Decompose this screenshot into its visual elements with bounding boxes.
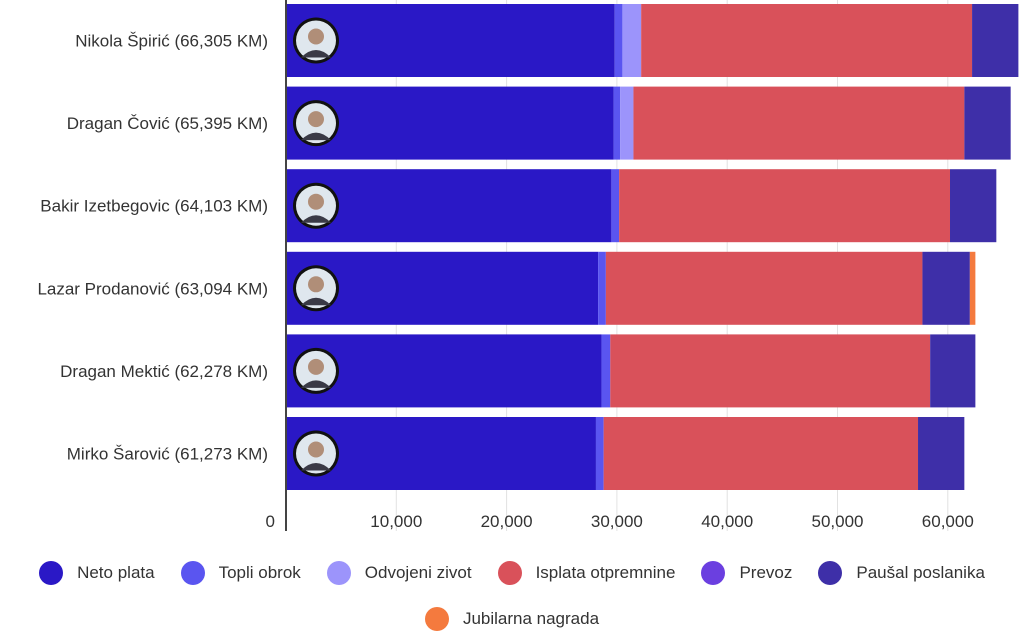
avatar-body-2	[301, 215, 331, 223]
legend-item-0[interactable]: Neto plata	[39, 560, 155, 586]
bar-segment-3-1	[598, 251, 606, 325]
bar-segment-3-6	[969, 251, 976, 325]
bar-segment-2-3	[619, 169, 951, 243]
bar-segment-1-1	[613, 86, 621, 160]
avatar-0	[293, 17, 339, 64]
legend-item-3[interactable]: Isplata otpremnine	[497, 560, 676, 586]
legend-label-5: Paušal poslanika	[856, 563, 985, 582]
legend-swatch-6	[424, 607, 449, 631]
stacked-bar-chart: Nikola Špirić (66,305 KM) Dragan Čović (6…	[37, 0, 1019, 531]
bar-segment-2-5	[950, 169, 997, 243]
x-tick-label-1: 10,000	[370, 512, 422, 531]
legend-label-2: Odvojeni zivot	[364, 563, 472, 582]
legend-label-1: Topli obrok	[218, 563, 301, 582]
legend-item-5[interactable]: Paušal poslanika	[818, 560, 985, 586]
bar-segment-4-3	[610, 334, 931, 408]
bar-segment-4-1	[601, 334, 611, 408]
x-axis-tick-labels: 0 10,000 20,000 30,000 40,000 50,000 60,000	[266, 512, 974, 531]
bar-segment-2-1	[611, 169, 620, 243]
bar-segment-5-1	[595, 417, 604, 490]
legend-swatch-4	[701, 561, 726, 585]
avatar-body-5	[301, 463, 331, 471]
avatar-head-0	[308, 28, 324, 45]
bar-segment-0-3	[641, 4, 973, 77]
category-labels: Nikola Špirić (66,305 KM) Dragan Čović (6…	[37, 32, 268, 464]
avatar-4	[293, 347, 339, 394]
avatar-3	[293, 265, 339, 312]
bar-segment-0-2	[622, 4, 642, 77]
avatar-body-0	[301, 50, 331, 58]
avatar-head-2	[308, 193, 324, 210]
bar-segment-1-0	[286, 86, 614, 160]
avatar-body-1	[301, 132, 331, 141]
avatar-head-1	[308, 111, 324, 128]
legend-item-6[interactable]: Jubilarna nagrada	[424, 606, 600, 632]
bar-segment-0-1	[614, 4, 623, 77]
legend-swatch-0	[39, 561, 64, 585]
avatar-body-4	[301, 380, 331, 388]
avatar-head-3	[308, 276, 324, 293]
avatar-body-3	[301, 297, 331, 306]
category-label-1: Dragan Čović (65,395 KM)	[67, 114, 268, 133]
legend-label-0: Neto plata	[77, 563, 155, 582]
legend: Neto plata Topli obrok Odvojeni zivot Ispla…	[0, 560, 1024, 632]
legend-swatch-5	[818, 561, 843, 585]
avatar-2	[293, 182, 339, 229]
legend-label-4: Prevoz	[739, 563, 793, 582]
avatar-5	[293, 430, 339, 477]
x-tick-label-3: 30,000	[591, 512, 643, 531]
x-tick-label-0: 0	[266, 512, 275, 531]
x-tick-label-2: 20,000	[481, 512, 533, 531]
legend-label-6: Jubilarna nagrada	[462, 609, 600, 628]
category-label-4: Dragan Mektić (62,278 KM)	[60, 362, 268, 381]
bar-segment-3-5	[922, 251, 970, 325]
bar-segment-3-3	[605, 251, 923, 325]
bar-segment-4-5	[930, 334, 976, 408]
category-label-3: Lazar Prodanović (63,094 KM)	[37, 279, 268, 298]
legend-label-3: Isplata otpremnine	[535, 563, 676, 582]
bar-segment-0-0	[286, 4, 615, 77]
avatars	[293, 17, 339, 477]
bar-segment-1-2	[620, 86, 634, 160]
x-tick-label-6: 60,000	[922, 512, 974, 531]
legend-item-2[interactable]: Odvojeni zivot	[326, 560, 472, 586]
avatar-head-4	[308, 358, 324, 375]
x-tick-label-4: 40,000	[701, 512, 753, 531]
bar-segment-0-5	[972, 4, 1019, 77]
legend-item-4[interactable]: Prevoz	[701, 560, 792, 586]
category-label-0: Nikola Špirić (66,305 KM)	[75, 32, 268, 51]
legend-item-1[interactable]: Topli obrok	[180, 560, 301, 586]
avatar-head-5	[308, 441, 324, 458]
legend-swatch-3	[497, 561, 522, 585]
category-label-5: Mirko Šarović (61,273 KM)	[67, 445, 268, 464]
bar-segment-1-3	[633, 86, 965, 160]
x-tick-label-5: 50,000	[812, 512, 864, 531]
bar-segment-2-0	[286, 169, 612, 243]
bar-segment-5-5	[918, 417, 965, 490]
bar-segment-1-5	[964, 86, 1011, 160]
legend-swatch-1	[180, 561, 205, 585]
legend-swatch-2	[326, 561, 351, 585]
avatar-1	[293, 100, 339, 147]
bar-segment-5-3	[603, 417, 919, 490]
category-label-2: Bakir Izetbegovic (64,103 KM)	[40, 197, 268, 216]
